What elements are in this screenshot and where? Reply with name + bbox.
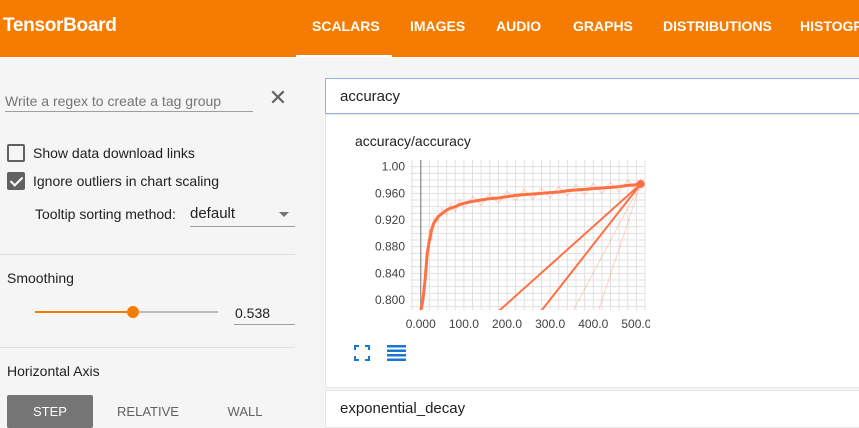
series-segment [540,183,642,310]
chart-y-ticks: 0.800 0.840 0.880 0.920 0.960 1.00 [375,160,405,307]
smoothing-value-input[interactable] [234,301,295,325]
y-tick-label: 0.840 [375,266,405,280]
tab-images[interactable]: IMAGES [410,18,466,34]
tooltip-sorting-value: default [190,205,236,222]
tooltip-sorting-select[interactable]: default [190,203,295,227]
chart-title: accuracy/accuracy [355,133,471,149]
tab-distributions[interactable]: DISTRIBUTIONS [663,18,772,34]
axis-step-button[interactable]: STEP [7,395,93,428]
x-tick-label: 0.000 [406,317,436,331]
exponential-decay-card[interactable] [325,390,859,428]
y-tick-label: 0.920 [375,213,405,227]
data-table-icon[interactable] [387,344,406,361]
close-icon[interactable]: ✕ [268,85,288,110]
x-tick-label: 400.0 [578,317,608,331]
show-download-links-checkbox[interactable] [7,144,25,162]
axis-relative-button[interactable]: RELATIVE [117,404,179,419]
tab-scalars[interactable]: SCALARS [312,18,380,34]
show-download-links-label: Show data download links [33,145,195,161]
chart-lines [419,178,645,310]
sidebar-divider [0,347,295,348]
x-tick-label: 200.0 [492,317,522,331]
ignore-outliers-checkbox[interactable] [7,172,25,190]
horizontal-axis-title: Horizontal Axis [7,363,100,379]
sidebar [0,57,308,428]
y-tick-label: 0.960 [375,186,405,200]
y-tick-label: 1.00 [382,160,406,174]
second-card-title: exponential_decay [340,400,466,417]
smoothing-slider-handle[interactable] [127,306,140,318]
top-bar: TensorBoard [0,0,859,57]
tab-audio[interactable]: AUDIO [496,18,542,34]
x-tick-label: 100.0 [449,317,479,331]
y-tick-label: 0.800 [375,293,405,307]
y-tick-label: 0.880 [375,240,405,254]
sidebar-divider [0,254,295,255]
regex-tag-group-input[interactable] [5,90,253,112]
series-raw-segment [572,183,642,310]
smoothing-slider-fill [35,311,134,313]
accuracy-chart[interactable]: 0.800 0.840 0.880 0.920 0.960 1.00 0.000 100.0… [340,155,650,335]
tooltip-sorting-label: Tooltip sorting method: [35,206,176,222]
series-endpoint [636,180,645,188]
fullscreen-icon[interactable] [354,345,370,361]
axis-wall-button[interactable]: WALL [227,404,263,419]
series-segment [498,183,642,310]
nav-tabs: SCALARS IMAGES AUDIO GRAPHS DISTRIBUTION… [296,0,859,57]
series-line [419,182,641,310]
chevron-down-icon [279,212,289,217]
smoothing-slider[interactable] [35,306,218,318]
tab-histograms[interactable]: HISTOGR [800,18,859,34]
tag-filter-input[interactable] [325,78,859,114]
series-raw-segment [598,183,642,310]
active-tab-indicator [296,55,392,57]
tab-graphs[interactable]: GRAPHS [573,18,633,34]
x-tick-label: 500.0 [621,317,650,331]
app-title: TensorBoard [3,15,117,36]
smoothing-title: Smoothing [7,270,74,286]
ignore-outliers-label: Ignore outliers in chart scaling [33,173,219,189]
chart-x-ticks: 0.000 100.0 200.0 300.0 400.0 500.0 [406,317,650,331]
x-tick-label: 300.0 [535,317,565,331]
